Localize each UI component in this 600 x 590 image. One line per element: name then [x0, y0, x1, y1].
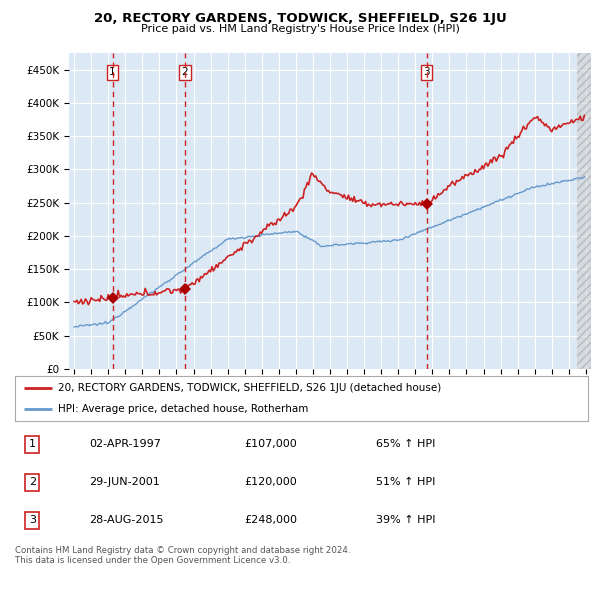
Text: Price paid vs. HM Land Registry's House Price Index (HPI): Price paid vs. HM Land Registry's House … [140, 24, 460, 34]
Text: £120,000: £120,000 [244, 477, 297, 487]
Text: Contains HM Land Registry data © Crown copyright and database right 2024.
This d: Contains HM Land Registry data © Crown c… [15, 546, 350, 565]
Text: 2: 2 [29, 477, 36, 487]
Text: 1: 1 [109, 67, 116, 77]
Text: 2: 2 [182, 67, 188, 77]
Text: 02-APR-1997: 02-APR-1997 [89, 440, 161, 450]
Text: £107,000: £107,000 [244, 440, 297, 450]
Text: HPI: Average price, detached house, Rotherham: HPI: Average price, detached house, Roth… [58, 404, 308, 414]
Bar [577, 53, 591, 369]
Text: 65% ↑ HPI: 65% ↑ HPI [376, 440, 436, 450]
Text: 3: 3 [423, 67, 430, 77]
Text: 51% ↑ HPI: 51% ↑ HPI [376, 477, 436, 487]
Text: 20, RECTORY GARDENS, TODWICK, SHEFFIELD, S26 1JU (detached house): 20, RECTORY GARDENS, TODWICK, SHEFFIELD,… [58, 383, 441, 393]
Text: 20, RECTORY GARDENS, TODWICK, SHEFFIELD, S26 1JU: 20, RECTORY GARDENS, TODWICK, SHEFFIELD,… [94, 12, 506, 25]
Text: 28-AUG-2015: 28-AUG-2015 [89, 515, 164, 525]
Text: 1: 1 [29, 440, 35, 450]
Text: 3: 3 [29, 515, 35, 525]
Text: £248,000: £248,000 [244, 515, 297, 525]
Text: 29-JUN-2001: 29-JUN-2001 [89, 477, 160, 487]
Text: 39% ↑ HPI: 39% ↑ HPI [376, 515, 436, 525]
